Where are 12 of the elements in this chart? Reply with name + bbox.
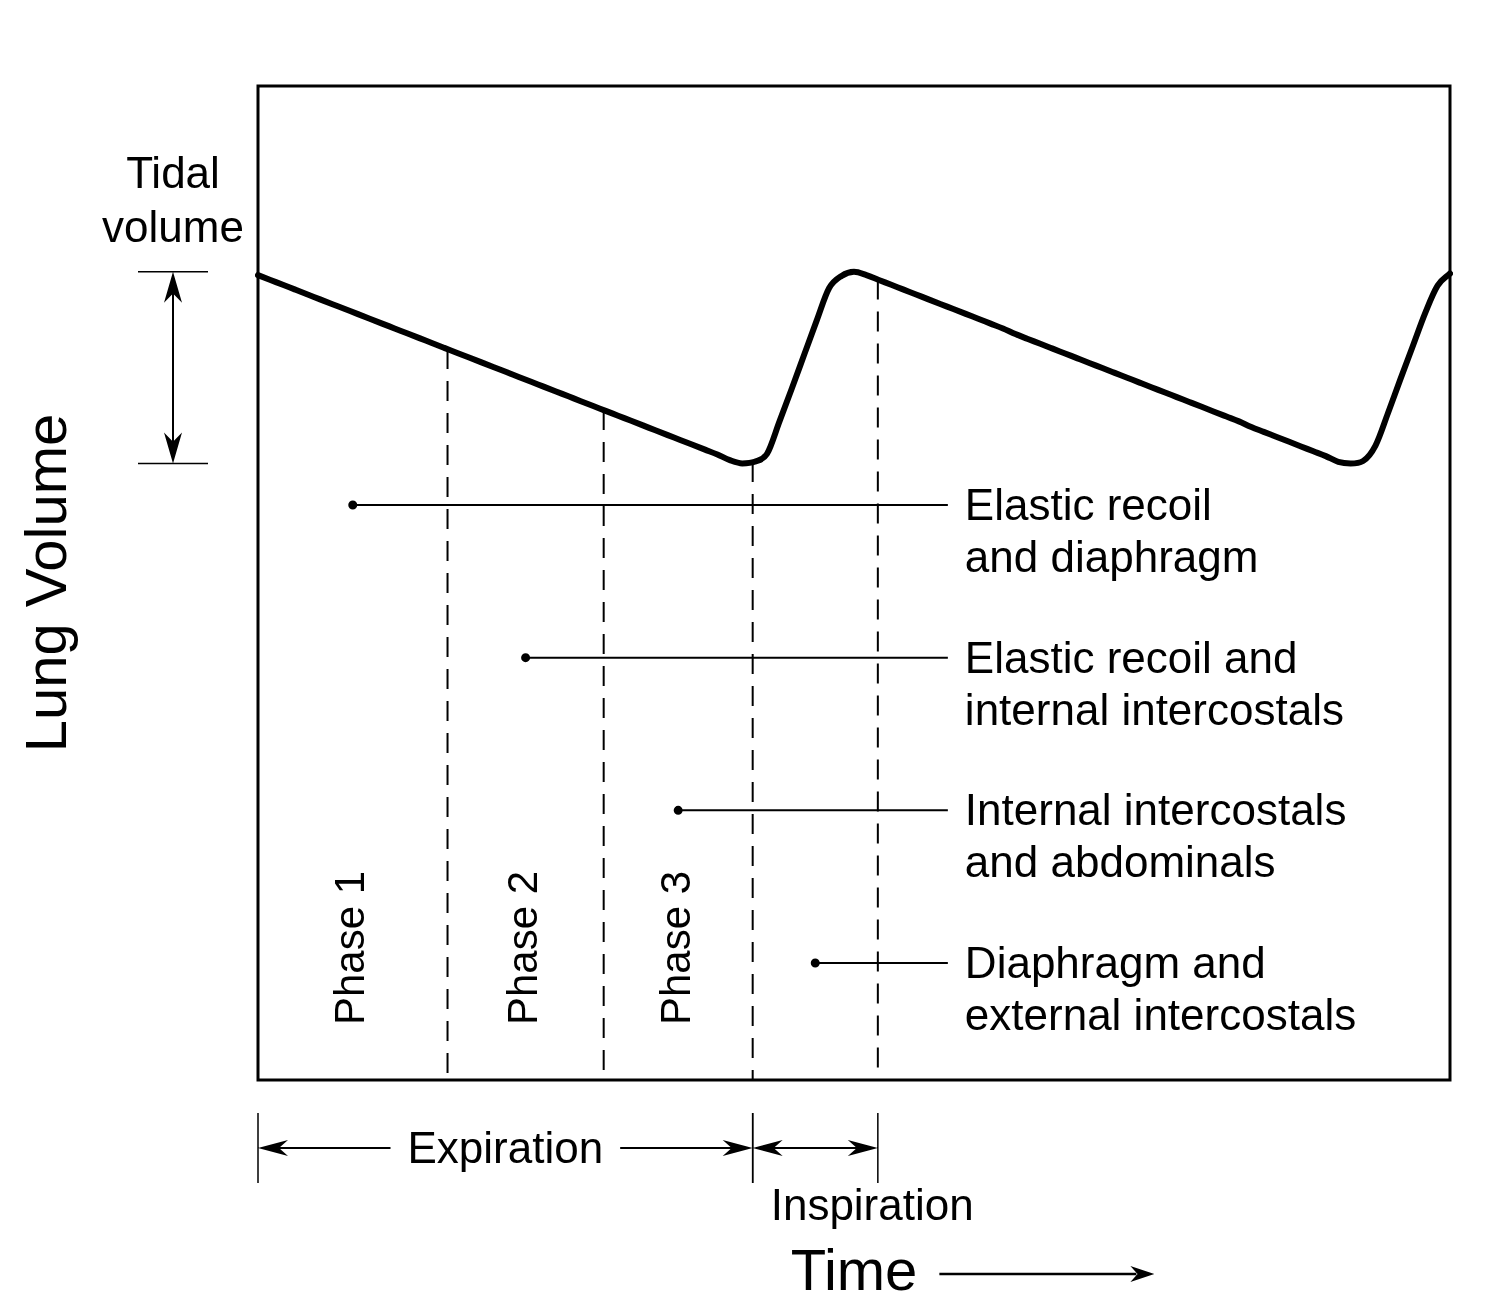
text: Tidal volume xyxy=(102,147,244,251)
x-axis-title: Time xyxy=(790,1237,918,1302)
text: Inspiration xyxy=(770,1180,974,1229)
annotation: Diaphragm and external intercostals xyxy=(964,938,1357,1040)
text: Expiration xyxy=(407,1123,604,1172)
y-axis-title: Lung Volume xyxy=(13,413,78,753)
annotation: Phase 2 xyxy=(499,870,547,1025)
annotation: Phase 3 xyxy=(651,870,699,1025)
annotation: Elastic recoil and diaphragm xyxy=(964,479,1259,581)
annotation: Phase 1 xyxy=(326,870,374,1025)
annotation: Internal intercostals and abdominals xyxy=(964,785,1347,887)
annotation: Elastic recoil and internal intercostals xyxy=(964,632,1344,734)
